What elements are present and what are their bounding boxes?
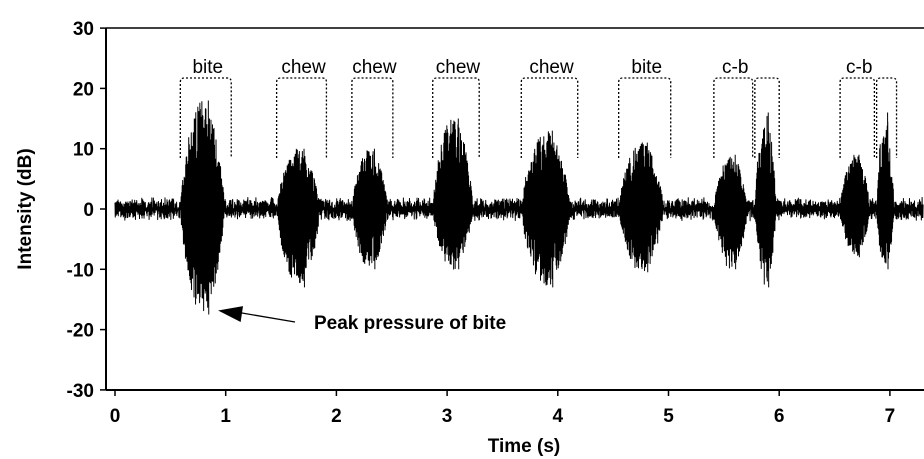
waveform-signal <box>114 100 924 315</box>
x-tick-label: 3 <box>442 406 453 427</box>
y-axis-title: Intensity (dB) <box>15 148 36 269</box>
segment-bracket <box>754 77 780 158</box>
x-tick-label: 2 <box>331 406 342 427</box>
annotation: Peak pressure of bite <box>218 306 506 334</box>
segment-label: chew <box>281 57 326 78</box>
y-ticks: 30 20 10 0 -10 -20 -30 <box>67 19 106 402</box>
x-tick-label: 1 <box>220 406 231 427</box>
x-tick-label: 4 <box>553 406 564 427</box>
x-tick-label: 5 <box>663 406 674 427</box>
segment-bracket <box>875 77 898 158</box>
segment-label: chew <box>352 57 397 78</box>
y-tick-label: 0 <box>83 200 94 221</box>
y-tick-label: -20 <box>67 321 94 342</box>
x-axis-title: Time (s) <box>488 436 561 457</box>
segment-bracket <box>618 77 672 158</box>
segment-bracket <box>351 77 394 158</box>
x-tick-label: 7 <box>885 406 896 427</box>
y-tick-label: -10 <box>67 260 94 281</box>
segment-label: bite <box>631 57 662 78</box>
segment-bracket <box>713 77 754 158</box>
segment-bracket <box>275 77 328 158</box>
signal-line <box>114 100 924 315</box>
segment-label: bite <box>192 57 223 78</box>
segment-label: c-b <box>722 57 748 78</box>
x-tick-label: 6 <box>774 406 785 427</box>
annotation-arrowhead <box>218 306 244 322</box>
y-tick-label: -30 <box>67 381 94 402</box>
segment-brackets: bite chew chew chew chew bite c-b c-b <box>179 57 898 158</box>
segment-bracket <box>432 77 480 158</box>
y-tick-label: 20 <box>73 79 94 100</box>
y-tick-label: 10 <box>73 140 94 161</box>
segment-bracket <box>179 77 232 158</box>
annotation-arrow <box>235 311 296 323</box>
x-tick-label: 0 <box>110 406 121 427</box>
segment-label: chew <box>436 57 481 78</box>
y-tick-label: 30 <box>73 19 94 40</box>
segment-bracket <box>839 77 876 158</box>
segment-label: c-b <box>846 57 872 78</box>
segment-bracket <box>520 77 579 158</box>
segment-label: chew <box>529 57 574 78</box>
annotation-text: Peak pressure of bite <box>314 313 506 334</box>
x-ticks: 0 1 2 3 4 5 6 7 <box>110 390 895 427</box>
